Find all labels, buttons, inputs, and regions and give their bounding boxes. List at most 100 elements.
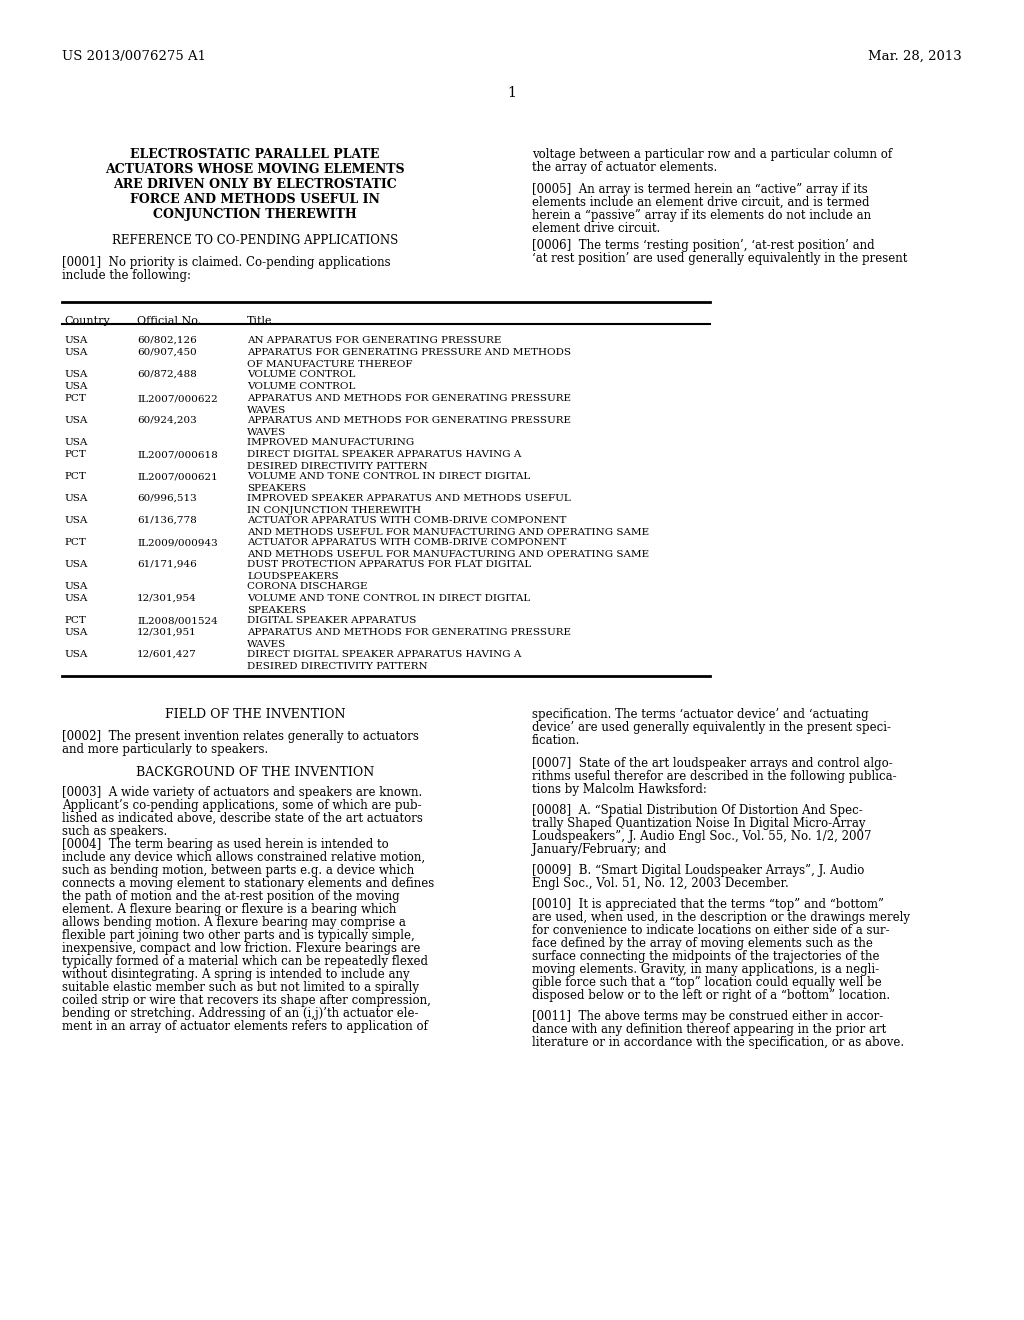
Text: trally Shaped Quantization Noise In Digital Micro-Array: trally Shaped Quantization Noise In Digi… — [532, 817, 865, 830]
Text: US 2013/0076275 A1: US 2013/0076275 A1 — [62, 50, 206, 63]
Text: ACTUATOR APPARATUS WITH COMB-DRIVE COMPONENT: ACTUATOR APPARATUS WITH COMB-DRIVE COMPO… — [247, 539, 566, 546]
Text: IL2008/001524: IL2008/001524 — [137, 616, 218, 624]
Text: element. A flexure bearing or flexure is a bearing which: element. A flexure bearing or flexure is… — [62, 903, 396, 916]
Text: element drive circuit.: element drive circuit. — [532, 222, 660, 235]
Text: USA: USA — [63, 628, 87, 638]
Text: USA: USA — [63, 582, 87, 591]
Text: IL2007/000621: IL2007/000621 — [137, 473, 218, 480]
Text: device’ are used generally equivalently in the present speci-: device’ are used generally equivalently … — [532, 721, 891, 734]
Text: USA: USA — [63, 416, 87, 425]
Text: APPARATUS AND METHODS FOR GENERATING PRESSURE: APPARATUS AND METHODS FOR GENERATING PRE… — [247, 416, 571, 425]
Text: WAVES: WAVES — [247, 428, 287, 437]
Text: FIELD OF THE INVENTION: FIELD OF THE INVENTION — [165, 708, 345, 721]
Text: include the following:: include the following: — [62, 269, 191, 282]
Text: literature or in accordance with the specification, or as above.: literature or in accordance with the spe… — [532, 1036, 904, 1049]
Text: flexible part joining two other parts and is typically simple,: flexible part joining two other parts an… — [62, 929, 415, 942]
Text: bending or stretching. Addressing of an (i,j)’th actuator ele-: bending or stretching. Addressing of an … — [62, 1007, 419, 1020]
Text: such as speakers.: such as speakers. — [62, 825, 167, 838]
Text: USA: USA — [63, 649, 87, 659]
Text: CONJUNCTION THEREWITH: CONJUNCTION THEREWITH — [154, 209, 357, 220]
Text: USA: USA — [63, 560, 87, 569]
Text: DIGITAL SPEAKER APPARATUS: DIGITAL SPEAKER APPARATUS — [247, 616, 417, 624]
Text: IN CONJUNCTION THEREWITH: IN CONJUNCTION THEREWITH — [247, 506, 421, 515]
Text: and more particularly to speakers.: and more particularly to speakers. — [62, 743, 268, 756]
Text: PCT: PCT — [63, 450, 86, 459]
Text: USA: USA — [63, 494, 87, 503]
Text: WAVES: WAVES — [247, 407, 287, 414]
Text: connects a moving element to stationary elements and defines: connects a moving element to stationary … — [62, 876, 434, 890]
Text: Official No.: Official No. — [137, 315, 201, 326]
Text: surface connecting the midpoints of the trajectories of the: surface connecting the midpoints of the … — [532, 950, 880, 964]
Text: [0008]  A. “Spatial Distribution Of Distortion And Spec-: [0008] A. “Spatial Distribution Of Disto… — [532, 804, 863, 817]
Text: ARE DRIVEN ONLY BY ELECTROSTATIC: ARE DRIVEN ONLY BY ELECTROSTATIC — [113, 178, 397, 191]
Text: SPEAKERS: SPEAKERS — [247, 484, 306, 492]
Text: suitable elastic member such as but not limited to a spirally: suitable elastic member such as but not … — [62, 981, 419, 994]
Text: ment in an array of actuator elements refers to application of: ment in an array of actuator elements re… — [62, 1020, 428, 1034]
Text: are used, when used, in the description or the drawings merely: are used, when used, in the description … — [532, 911, 910, 924]
Text: [0003]  A wide variety of actuators and speakers are known.: [0003] A wide variety of actuators and s… — [62, 785, 422, 799]
Text: PCT: PCT — [63, 473, 86, 480]
Text: CORONA DISCHARGE: CORONA DISCHARGE — [247, 582, 368, 591]
Text: face defined by the array of moving elements such as the: face defined by the array of moving elem… — [532, 937, 872, 950]
Text: PCT: PCT — [63, 393, 86, 403]
Text: disposed below or to the left or right of a “bottom” location.: disposed below or to the left or right o… — [532, 989, 890, 1002]
Text: Mar. 28, 2013: Mar. 28, 2013 — [868, 50, 962, 63]
Text: DIRECT DIGITAL SPEAKER APPARATUS HAVING A: DIRECT DIGITAL SPEAKER APPARATUS HAVING … — [247, 649, 521, 659]
Text: REFERENCE TO CO-PENDING APPLICATIONS: REFERENCE TO CO-PENDING APPLICATIONS — [112, 234, 398, 247]
Text: IMPROVED SPEAKER APPARATUS AND METHODS USEFUL: IMPROVED SPEAKER APPARATUS AND METHODS U… — [247, 494, 570, 503]
Text: DESIRED DIRECTIVITY PATTERN: DESIRED DIRECTIVITY PATTERN — [247, 663, 428, 671]
Text: herein a “passive” array if its elements do not include an: herein a “passive” array if its elements… — [532, 209, 871, 222]
Text: include any device which allows constrained relative motion,: include any device which allows constrai… — [62, 851, 425, 865]
Text: USA: USA — [63, 348, 87, 356]
Text: AN APPARATUS FOR GENERATING PRESSURE: AN APPARATUS FOR GENERATING PRESSURE — [247, 337, 502, 345]
Text: allows bending motion. A flexure bearing may comprise a: allows bending motion. A flexure bearing… — [62, 916, 406, 929]
Text: gible force such that a “top” location could equally well be: gible force such that a “top” location c… — [532, 975, 882, 989]
Text: APPARATUS AND METHODS FOR GENERATING PRESSURE: APPARATUS AND METHODS FOR GENERATING PRE… — [247, 393, 571, 403]
Text: [0010]  It is appreciated that the terms “top” and “bottom”: [0010] It is appreciated that the terms … — [532, 898, 884, 911]
Text: VOLUME AND TONE CONTROL IN DIRECT DIGITAL: VOLUME AND TONE CONTROL IN DIRECT DIGITA… — [247, 473, 530, 480]
Text: Title: Title — [247, 315, 272, 326]
Text: DUST PROTECTION APPARATUS FOR FLAT DIGITAL: DUST PROTECTION APPARATUS FOR FLAT DIGIT… — [247, 560, 531, 569]
Text: VOLUME CONTROL: VOLUME CONTROL — [247, 381, 355, 391]
Text: USA: USA — [63, 370, 87, 379]
Text: IMPROVED MANUFACTURING: IMPROVED MANUFACTURING — [247, 438, 415, 447]
Text: for convenience to indicate locations on either side of a sur-: for convenience to indicate locations on… — [532, 924, 890, 937]
Text: typically formed of a material which can be repeatedly flexed: typically formed of a material which can… — [62, 954, 428, 968]
Text: elements include an element drive circuit, and is termed: elements include an element drive circui… — [532, 195, 869, 209]
Text: moving elements. Gravity, in many applications, is a negli-: moving elements. Gravity, in many applic… — [532, 964, 880, 975]
Text: BACKGROUND OF THE INVENTION: BACKGROUND OF THE INVENTION — [136, 766, 374, 779]
Text: [0006]  The terms ‘resting position’, ‘at-rest position’ and: [0006] The terms ‘resting position’, ‘at… — [532, 239, 874, 252]
Text: USA: USA — [63, 381, 87, 391]
Text: [0005]  An array is termed herein an “active” array if its: [0005] An array is termed herein an “act… — [532, 183, 867, 195]
Text: 12/301,951: 12/301,951 — [137, 628, 197, 638]
Text: USA: USA — [63, 438, 87, 447]
Text: FORCE AND METHODS USEFUL IN: FORCE AND METHODS USEFUL IN — [130, 193, 380, 206]
Text: WAVES: WAVES — [247, 640, 287, 649]
Text: ACTUATOR APPARATUS WITH COMB-DRIVE COMPONENT: ACTUATOR APPARATUS WITH COMB-DRIVE COMPO… — [247, 516, 566, 525]
Text: dance with any definition thereof appearing in the prior art: dance with any definition thereof appear… — [532, 1023, 886, 1036]
Text: 12/301,954: 12/301,954 — [137, 594, 197, 603]
Text: IL2009/000943: IL2009/000943 — [137, 539, 218, 546]
Text: DESIRED DIRECTIVITY PATTERN: DESIRED DIRECTIVITY PATTERN — [247, 462, 428, 471]
Text: VOLUME AND TONE CONTROL IN DIRECT DIGITAL: VOLUME AND TONE CONTROL IN DIRECT DIGITA… — [247, 594, 530, 603]
Text: [0001]  No priority is claimed. Co-pending applications: [0001] No priority is claimed. Co-pendin… — [62, 256, 390, 269]
Text: voltage between a particular row and a particular column of: voltage between a particular row and a p… — [532, 148, 892, 161]
Text: VOLUME CONTROL: VOLUME CONTROL — [247, 370, 355, 379]
Text: [0011]  The above terms may be construed either in accor-: [0011] The above terms may be construed … — [532, 1010, 884, 1023]
Text: without disintegrating. A spring is intended to include any: without disintegrating. A spring is inte… — [62, 968, 410, 981]
Text: IL2007/000618: IL2007/000618 — [137, 450, 218, 459]
Text: Applicant’s co-pending applications, some of which are pub-: Applicant’s co-pending applications, som… — [62, 799, 422, 812]
Text: the path of motion and the at-rest position of the moving: the path of motion and the at-rest posit… — [62, 890, 399, 903]
Text: specification. The terms ‘actuator device’ and ‘actuating: specification. The terms ‘actuator devic… — [532, 708, 868, 721]
Text: ELECTROSTATIC PARALLEL PLATE: ELECTROSTATIC PARALLEL PLATE — [130, 148, 380, 161]
Text: 1: 1 — [508, 86, 516, 100]
Text: [0002]  The present invention relates generally to actuators: [0002] The present invention relates gen… — [62, 730, 419, 743]
Text: USA: USA — [63, 516, 87, 525]
Text: rithms useful therefor are described in the following publica-: rithms useful therefor are described in … — [532, 770, 897, 783]
Text: 60/802,126: 60/802,126 — [137, 337, 197, 345]
Text: [0004]  The term bearing as used herein is intended to: [0004] The term bearing as used herein i… — [62, 838, 389, 851]
Text: inexpensive, compact and low friction. Flexure bearings are: inexpensive, compact and low friction. F… — [62, 942, 421, 954]
Text: 61/171,946: 61/171,946 — [137, 560, 197, 569]
Text: 12/601,427: 12/601,427 — [137, 649, 197, 659]
Text: [0007]  State of the art loudspeaker arrays and control algo-: [0007] State of the art loudspeaker arra… — [532, 756, 893, 770]
